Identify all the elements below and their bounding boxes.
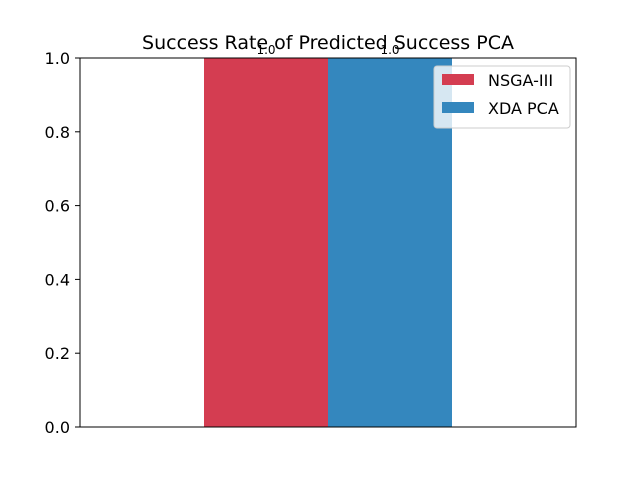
- legend-label: XDA PCA: [488, 99, 559, 118]
- legend: NSGA-III XDA PCA: [433, 65, 571, 129]
- legend-swatch: [442, 74, 474, 85]
- bar-xda-pca: [328, 58, 452, 427]
- data-label-xda-pca: 1.0: [380, 43, 399, 57]
- chart-title: Success Rate of Predicted Success PCA: [142, 32, 514, 54]
- legend-label: NSGA-III: [488, 71, 553, 90]
- plot-frame: [79, 57, 577, 428]
- y-tick-label: 0.4: [45, 270, 70, 289]
- y-tick-label: 1.0: [45, 49, 70, 68]
- y-axis: 0.0 0.2 0.4 0.6 0.8 1.0: [45, 49, 80, 437]
- bars-layer: [204, 58, 452, 427]
- bar-nsga-iii: [204, 58, 328, 427]
- y-tick-label: 0.8: [45, 123, 70, 142]
- y-tick-label: 0.6: [45, 197, 70, 216]
- legend-swatch: [442, 102, 474, 113]
- data-label-nsga-iii: 1.0: [256, 43, 275, 57]
- y-tick-label: 0.2: [45, 344, 70, 363]
- y-tick-label: 0.0: [45, 418, 70, 437]
- data-labels-layer: 1.0 1.0: [256, 43, 399, 57]
